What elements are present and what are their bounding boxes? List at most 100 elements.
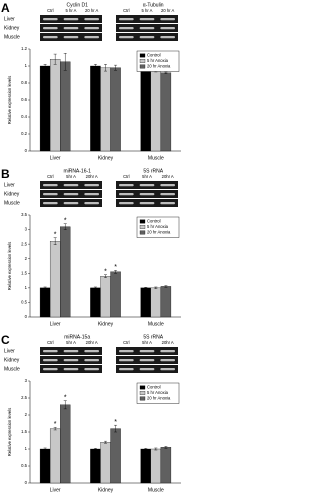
blot-gene: α-Tubulin xyxy=(143,2,164,8)
blot-band xyxy=(119,27,134,30)
bar xyxy=(60,226,71,318)
bar xyxy=(100,276,111,318)
blot-gene: Cyclin D1 xyxy=(66,2,88,8)
legend-label: 20 hr Anoxia xyxy=(147,230,171,235)
y-tick-label: 1 xyxy=(25,63,28,68)
legend-box xyxy=(136,50,180,72)
blot-band xyxy=(63,36,79,39)
blot-lane: 20 hr A xyxy=(85,8,98,13)
blot-tissue: Liver xyxy=(4,348,15,354)
significance-mark: * xyxy=(54,421,57,428)
blot-band xyxy=(84,202,99,205)
legend-swatch xyxy=(139,53,146,58)
y-tick-label: 0.6 xyxy=(21,97,27,102)
x-tick-label: Muscle xyxy=(148,155,164,161)
error-bar xyxy=(93,64,97,68)
blot-band xyxy=(139,368,155,371)
y-tick-label: 0 xyxy=(25,480,28,485)
bar xyxy=(39,65,51,152)
blot-band xyxy=(139,27,155,30)
blot-band xyxy=(119,368,134,371)
legend-label: 20 hr Anoxia xyxy=(147,64,171,69)
error-bar xyxy=(154,447,158,451)
error-bar xyxy=(43,286,47,289)
bar xyxy=(110,271,121,318)
blot-band xyxy=(43,368,58,371)
bar xyxy=(140,448,151,484)
blot-band xyxy=(119,184,134,187)
blot-band xyxy=(160,184,175,187)
blot-gene: miRNA-15a xyxy=(64,334,90,340)
error-bar xyxy=(114,64,118,71)
bar xyxy=(140,287,151,318)
error-bar xyxy=(104,274,107,278)
blot-band xyxy=(84,27,99,30)
legend-label: Control xyxy=(147,53,161,58)
blot-band xyxy=(84,18,99,21)
y-tick-label: 1 xyxy=(25,285,28,290)
bar xyxy=(60,404,71,484)
x-tick-label: Kidney xyxy=(98,155,114,161)
error-bar xyxy=(144,448,148,450)
y-tick-label: 0.5 xyxy=(21,463,27,468)
blot-band xyxy=(119,359,134,362)
blot-band xyxy=(139,193,155,196)
bar xyxy=(160,286,172,318)
error-bar xyxy=(63,53,67,71)
blot-band xyxy=(160,36,175,39)
blot-band xyxy=(43,202,58,205)
blot-lane: Ctrl xyxy=(47,8,54,13)
y-tick-label: 3 xyxy=(25,378,28,383)
blot-lane: 5hr A xyxy=(142,340,152,345)
error-bar xyxy=(53,427,57,431)
blot-band xyxy=(84,36,99,39)
blot-band xyxy=(63,350,79,353)
blot-lane: 5 hr A xyxy=(142,8,153,13)
bar xyxy=(90,448,101,484)
significance-mark: * xyxy=(64,218,67,225)
blot-lane: 5 hr A xyxy=(66,8,77,13)
blot-band xyxy=(160,350,175,353)
blot-band xyxy=(63,368,79,371)
y-tick-label: 2.5 xyxy=(21,395,27,400)
bar xyxy=(60,61,71,152)
x-tick-label: Kidney xyxy=(98,487,114,493)
x-tick-label: Liver xyxy=(50,487,61,493)
legend-swatch xyxy=(139,59,146,63)
blot-band xyxy=(139,359,155,362)
blot-band xyxy=(43,36,58,39)
y-tick-label: 3.5 xyxy=(21,212,27,217)
blot-lane: 20hr A xyxy=(86,340,98,345)
blot-lane: Ctrl xyxy=(123,8,130,13)
blot-band xyxy=(84,350,99,353)
blot-gene: 5S rRNA xyxy=(143,334,163,340)
y-tick-label: 0 xyxy=(25,314,28,319)
blot-tissue: Muscle xyxy=(4,200,20,206)
significance-mark: * xyxy=(64,395,67,402)
error-bar xyxy=(93,286,97,289)
blot-band xyxy=(160,202,175,205)
blot-lane: Ctrl xyxy=(47,340,54,345)
blot-band xyxy=(43,184,58,187)
legend-swatch xyxy=(139,391,146,395)
bar xyxy=(49,59,61,152)
blot-band xyxy=(84,359,99,362)
blot-band xyxy=(160,27,175,30)
blot-lane: 5hr A xyxy=(66,174,76,179)
error-bar xyxy=(104,440,107,444)
blot-band xyxy=(119,202,134,205)
legend-label: Control xyxy=(147,385,161,390)
bar xyxy=(110,428,121,484)
legend-swatch xyxy=(139,219,146,224)
blot-band xyxy=(160,368,175,371)
error-bar xyxy=(43,64,47,68)
blot-band xyxy=(63,202,79,205)
legend-swatch xyxy=(139,225,146,229)
blot-tissue: Kidney xyxy=(4,191,20,197)
y-tick-label: 1.5 xyxy=(21,270,27,275)
bar xyxy=(49,241,61,318)
blot-tissue: Liver xyxy=(4,16,15,22)
error-bar xyxy=(164,71,168,74)
legend-box xyxy=(136,382,180,404)
blot-band xyxy=(63,184,79,187)
